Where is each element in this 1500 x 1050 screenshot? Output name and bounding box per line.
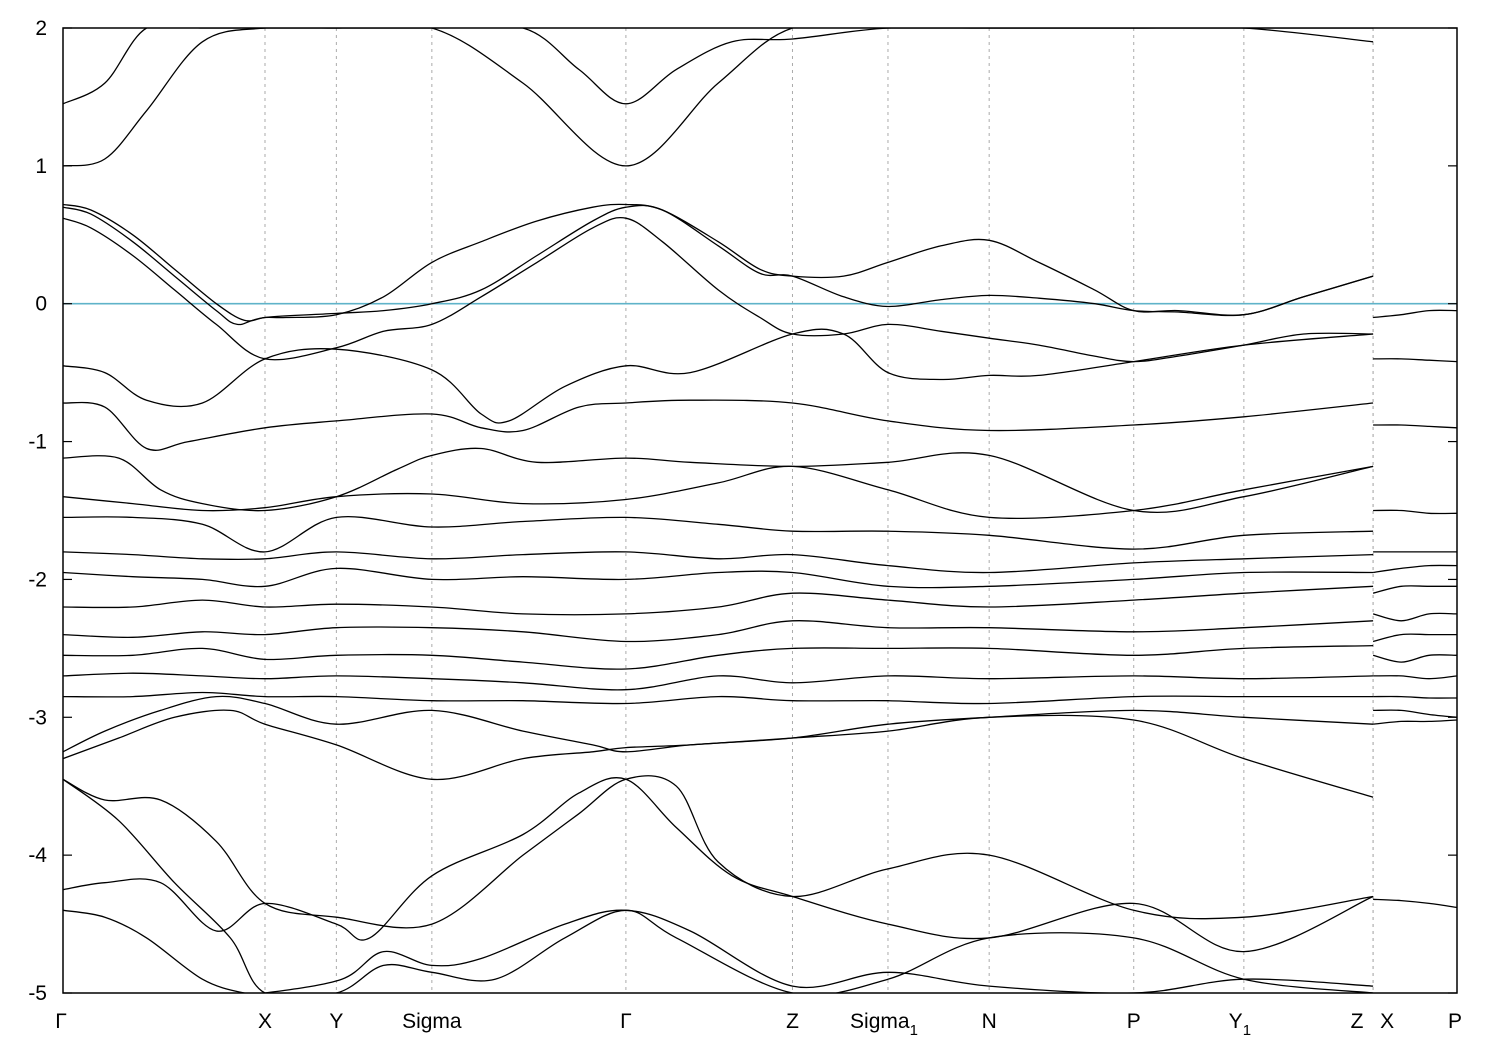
bands-layer bbox=[63, 28, 1457, 993]
band-line bbox=[1373, 358, 1457, 363]
band-line bbox=[63, 778, 1374, 993]
band-line bbox=[63, 516, 1374, 553]
band-line bbox=[1372, 612, 1457, 622]
y-axis: 2 1 0 -1 -2 -3 -4 -5 bbox=[28, 17, 1457, 1005]
y-tick-label: 2 bbox=[35, 17, 47, 40]
band-line bbox=[63, 777, 1374, 953]
x-axis: Γ X Y Sigma Γ Z Sigma1 N P Y1 Z X P bbox=[55, 1010, 1462, 1039]
band-line bbox=[63, 585, 1374, 616]
y-tick-label: 1 bbox=[35, 155, 47, 178]
y-tick-label: -4 bbox=[28, 844, 47, 867]
k-point-label: Z bbox=[1351, 1010, 1364, 1033]
y-tick-label: -3 bbox=[28, 706, 47, 729]
band-line bbox=[63, 909, 1374, 993]
band-line bbox=[63, 328, 1374, 424]
k-point-label: Γ bbox=[55, 1010, 67, 1033]
k-point-grid bbox=[264, 28, 1374, 993]
k-point-label: Y1 bbox=[1229, 1010, 1251, 1039]
k-point-label: Γ bbox=[620, 1010, 632, 1033]
band-line bbox=[1373, 564, 1457, 574]
band-line bbox=[1373, 675, 1457, 680]
band-line bbox=[63, 28, 1374, 167]
band-line bbox=[63, 551, 1374, 574]
y-tick-label: 0 bbox=[35, 293, 47, 316]
k-point-label: N bbox=[982, 1010, 997, 1033]
y-tick-label: -5 bbox=[28, 982, 47, 1005]
k-point-label: P bbox=[1127, 1010, 1141, 1033]
band-line bbox=[63, 465, 1374, 520]
band-line bbox=[63, 28, 1374, 105]
y-tick-label: -2 bbox=[28, 568, 47, 591]
band-line bbox=[1373, 509, 1457, 515]
k-point-label: Y bbox=[329, 1010, 343, 1033]
k-point-label: P bbox=[1448, 1010, 1462, 1033]
band-line bbox=[63, 644, 1374, 670]
k-point-label: X bbox=[1380, 1010, 1394, 1033]
plot-frame bbox=[62, 27, 1458, 994]
band-line bbox=[1373, 424, 1457, 429]
band-line bbox=[63, 620, 1374, 643]
band-line bbox=[1373, 309, 1457, 319]
y-tick-label: -1 bbox=[28, 431, 47, 454]
band-line bbox=[63, 567, 1374, 589]
band-line bbox=[63, 709, 1374, 798]
band-line bbox=[1372, 654, 1457, 663]
band-line bbox=[63, 217, 1374, 363]
band-line bbox=[1373, 898, 1457, 909]
band-line bbox=[63, 695, 1374, 753]
k-point-label: Sigma1 bbox=[850, 1010, 918, 1039]
band-line bbox=[63, 672, 1374, 691]
band-line bbox=[1372, 633, 1457, 643]
band-line bbox=[1373, 695, 1457, 699]
band-line bbox=[1373, 719, 1457, 725]
band-line bbox=[63, 447, 1374, 514]
band-line bbox=[63, 204, 1374, 326]
k-point-label: Sigma bbox=[402, 1010, 462, 1033]
band-line bbox=[1372, 585, 1457, 594]
k-point-label: Z bbox=[786, 1010, 799, 1033]
band-line bbox=[63, 691, 1374, 705]
band-line bbox=[63, 399, 1374, 451]
k-point-label: X bbox=[258, 1010, 272, 1033]
band-line bbox=[1373, 709, 1457, 718]
